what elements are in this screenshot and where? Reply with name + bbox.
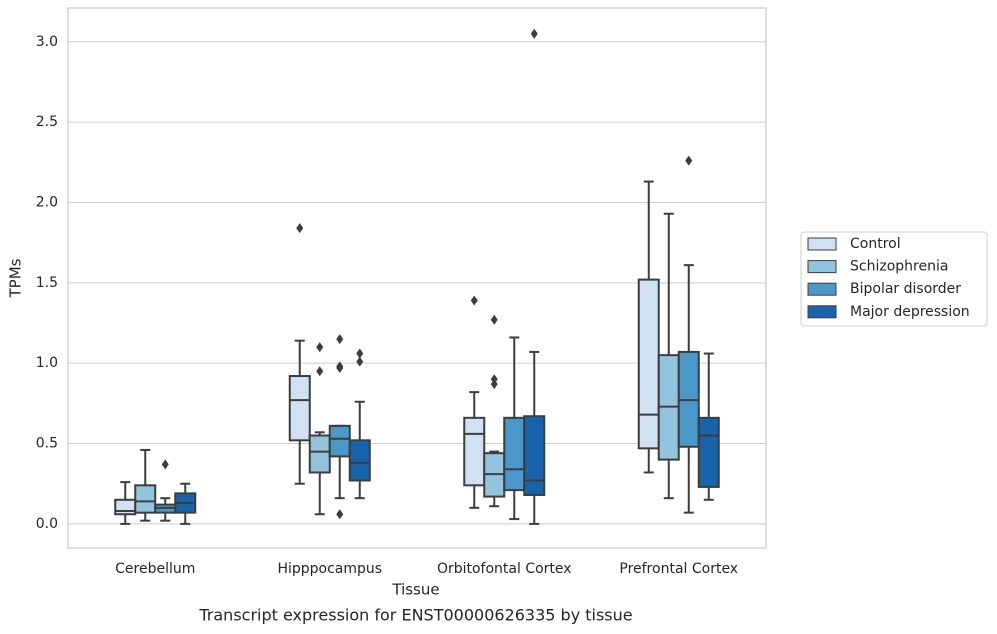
x-tick-label: Hipppocampus xyxy=(277,561,382,577)
x-axis-title: Tissue xyxy=(391,581,439,599)
box xyxy=(637,278,660,450)
legend-swatch xyxy=(807,237,837,251)
legend-swatch xyxy=(807,305,837,319)
box xyxy=(134,484,157,514)
outlier xyxy=(296,223,304,234)
y-tick-label: 1.0 xyxy=(36,355,58,371)
outlier xyxy=(356,356,364,367)
legend-label: Bipolar disorder xyxy=(850,281,961,297)
x-tick-label: Prefrontal Cortex xyxy=(619,561,738,577)
outlier xyxy=(336,363,344,373)
box xyxy=(328,424,351,458)
legend-frame xyxy=(800,231,988,327)
x-tick-label: Cerebellum xyxy=(115,561,195,577)
outlier xyxy=(530,28,538,39)
outlier xyxy=(490,379,498,390)
y-tick-label: 0.0 xyxy=(36,516,58,532)
outlier xyxy=(316,366,324,377)
outlier xyxy=(316,342,324,353)
outlier xyxy=(685,155,693,166)
plot-frame xyxy=(67,7,767,549)
box xyxy=(463,416,486,487)
outlier xyxy=(470,295,478,306)
box xyxy=(288,375,311,442)
box xyxy=(523,415,546,496)
box xyxy=(114,498,137,516)
outlier xyxy=(356,348,364,359)
y-tick-label: 1.5 xyxy=(36,275,58,291)
box xyxy=(308,434,331,474)
outlier xyxy=(336,509,344,520)
legend-swatch xyxy=(807,260,837,274)
x-tick-label: Orbitofontal Cortex xyxy=(437,561,572,577)
legend-swatch xyxy=(807,282,837,296)
box xyxy=(697,416,720,488)
outlier xyxy=(161,459,169,470)
legend-label: Control xyxy=(850,236,901,252)
box xyxy=(503,416,526,492)
y-tick-label: 2.0 xyxy=(36,194,58,210)
y-tick-label: 2.5 xyxy=(36,114,58,130)
outlier xyxy=(336,334,344,345)
legend-label: Major depression xyxy=(850,304,970,320)
box xyxy=(348,439,371,482)
y-tick-label: 0.5 xyxy=(36,436,58,452)
chart-title: Transcript expression for ENST0000062633… xyxy=(198,606,632,625)
outlier xyxy=(490,314,498,325)
y-axis-title: TPMs xyxy=(7,258,25,298)
legend-label: Schizophrenia xyxy=(850,259,948,275)
y-tick-label: 3.0 xyxy=(36,34,58,50)
